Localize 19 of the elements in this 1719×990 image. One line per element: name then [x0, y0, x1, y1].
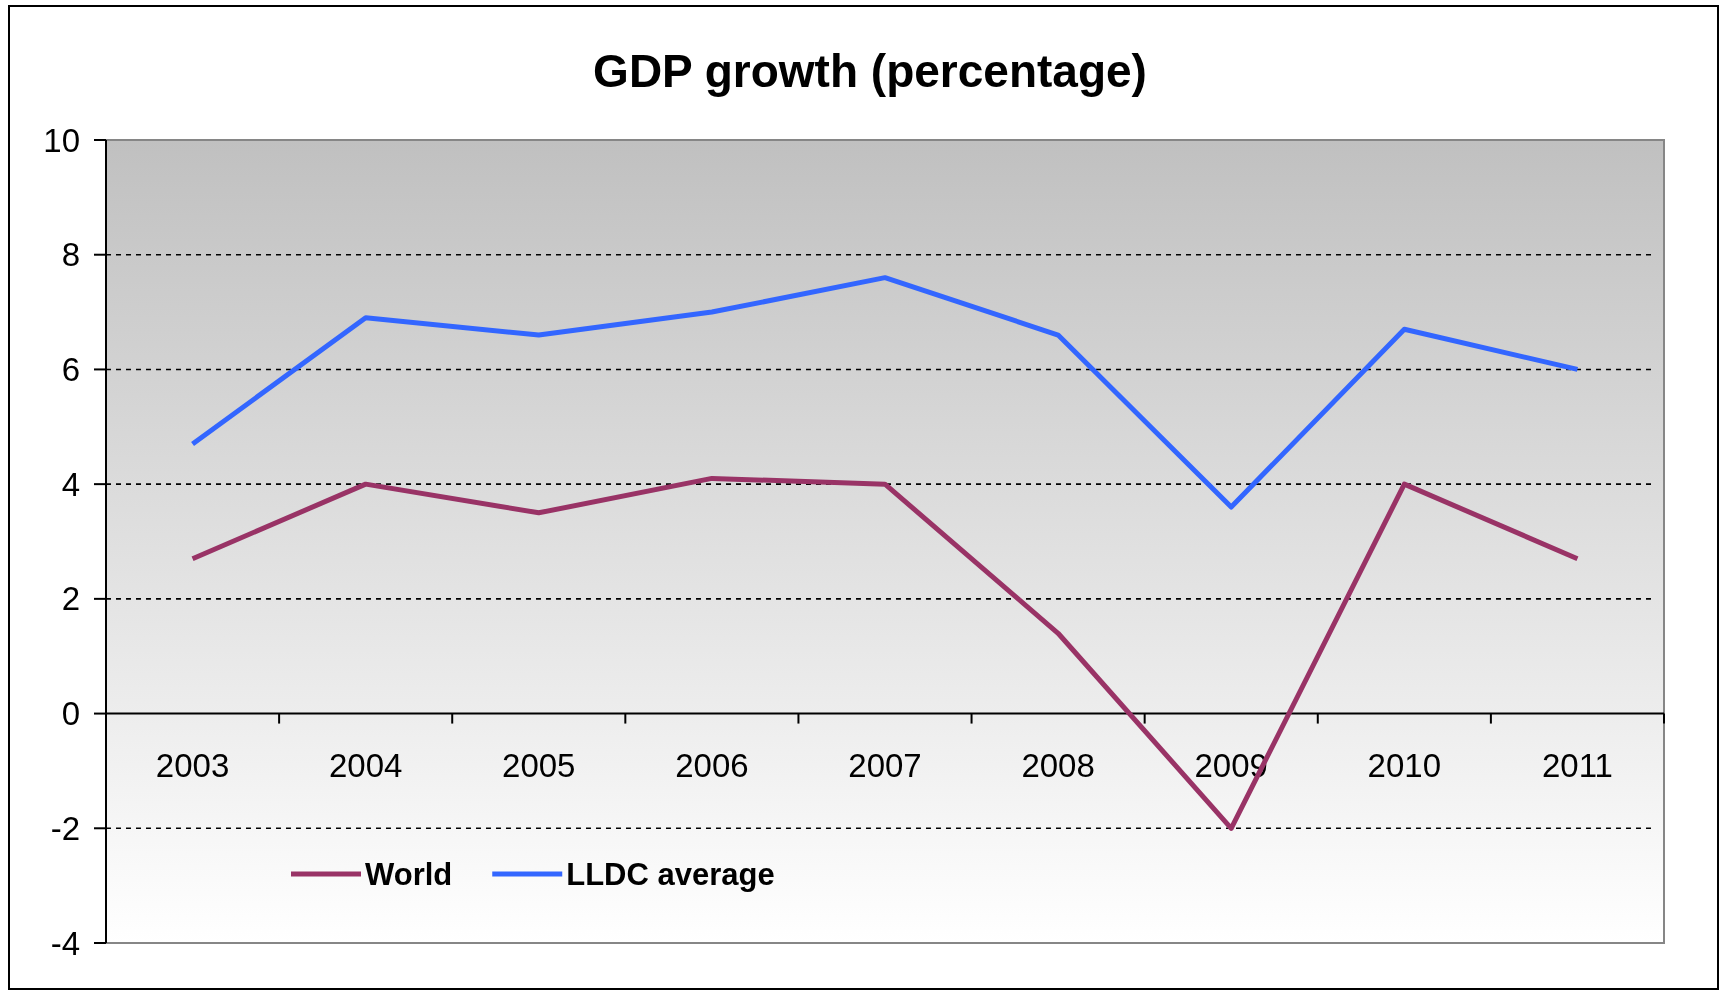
x-tick-label: 2008 [1021, 747, 1095, 785]
y-tick-label: 4 [61, 465, 80, 503]
y-tick-label: 8 [61, 236, 80, 274]
y-tick-label: 0 [61, 695, 80, 733]
y-tick-label: 2 [61, 580, 80, 618]
x-tick-label: 2011 [1541, 747, 1613, 785]
y-tick-label: 6 [61, 350, 80, 388]
y-tick-label: -4 [50, 924, 80, 962]
y-tick-label: -2 [50, 809, 80, 847]
legend-label: World [365, 856, 453, 892]
x-tick-label: 2007 [848, 747, 922, 785]
x-tick-label: 2010 [1367, 747, 1442, 785]
x-tick-label: 2004 [328, 747, 403, 785]
x-tick-label: 2005 [502, 747, 576, 785]
chart-title: GDP growth (percentage) [593, 45, 1147, 97]
x-tick-label: 2003 [155, 747, 230, 785]
y-tick-label: 10 [43, 121, 80, 159]
x-tick-label: 2006 [675, 747, 749, 785]
legend-label: LLDC average [566, 856, 775, 892]
